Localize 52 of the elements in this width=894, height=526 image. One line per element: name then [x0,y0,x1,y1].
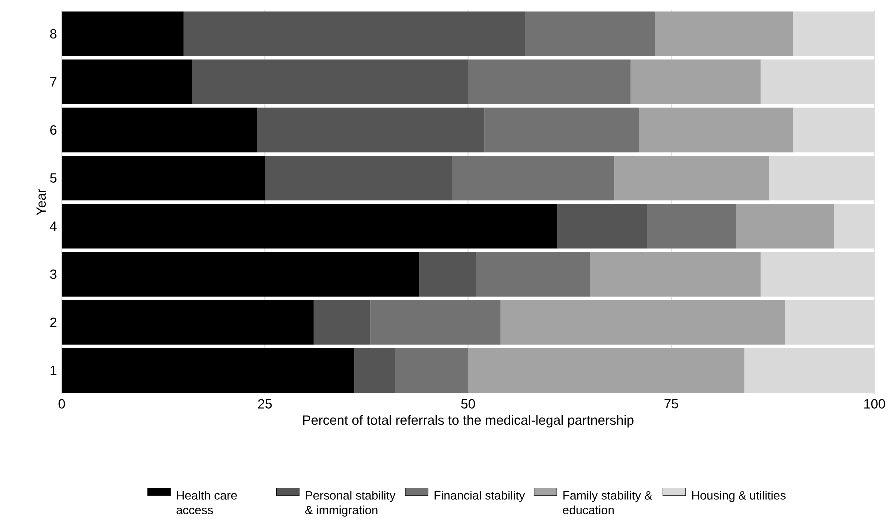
y-axis-title: Year [36,189,46,216]
bar [736,204,834,249]
bar [184,12,526,56]
legend-label: Housing & utilities [692,491,786,502]
bar [590,252,761,297]
bar [62,12,184,56]
bar [265,156,452,201]
bar [370,300,501,345]
bar [62,108,258,153]
bar [62,156,266,201]
bar [500,300,786,345]
y-tick-label: 1 [50,366,57,376]
legend-label: Financial stability [434,491,526,502]
bar [647,204,737,249]
x-tick-label: 50 [461,399,476,409]
bar [468,60,631,104]
y-tick-label: 8 [50,29,57,39]
legend-label: Health care access [176,491,238,515]
bar [257,108,485,153]
y-tick-label: 2 [50,318,57,328]
bar [62,348,355,393]
bar [525,12,656,56]
x-tick-label: 0 [58,399,66,409]
bar [558,204,648,249]
x-axis-title: Percent of total referrals to the medical-legal partnership [303,415,634,428]
bar [638,108,794,153]
y-tick-label: 5 [50,174,57,183]
bar [62,252,420,297]
legend-label: Family stability & education [563,491,653,515]
bar [192,60,468,104]
x-tick-label: 75 [664,399,678,409]
bar [420,252,476,297]
y-tick-label: 3 [50,270,57,280]
bar [614,156,770,201]
bar [452,156,615,201]
bar [314,300,371,345]
y-tick-label: 7 [50,78,57,87]
bar [468,348,745,393]
bar [484,108,639,153]
bar [395,348,468,393]
bar [655,12,794,56]
bar [62,204,558,249]
bar [62,60,192,104]
y-tick-label: 4 [50,222,57,231]
x-tick-label: 100 [864,399,886,409]
y-tick-label: 6 [50,126,57,135]
legend-label: Personal stability & immigration [306,491,396,517]
bar [630,60,761,104]
bar [354,348,396,393]
bar [476,252,590,297]
x-tick-label: 25 [258,399,272,409]
bar [62,300,314,345]
